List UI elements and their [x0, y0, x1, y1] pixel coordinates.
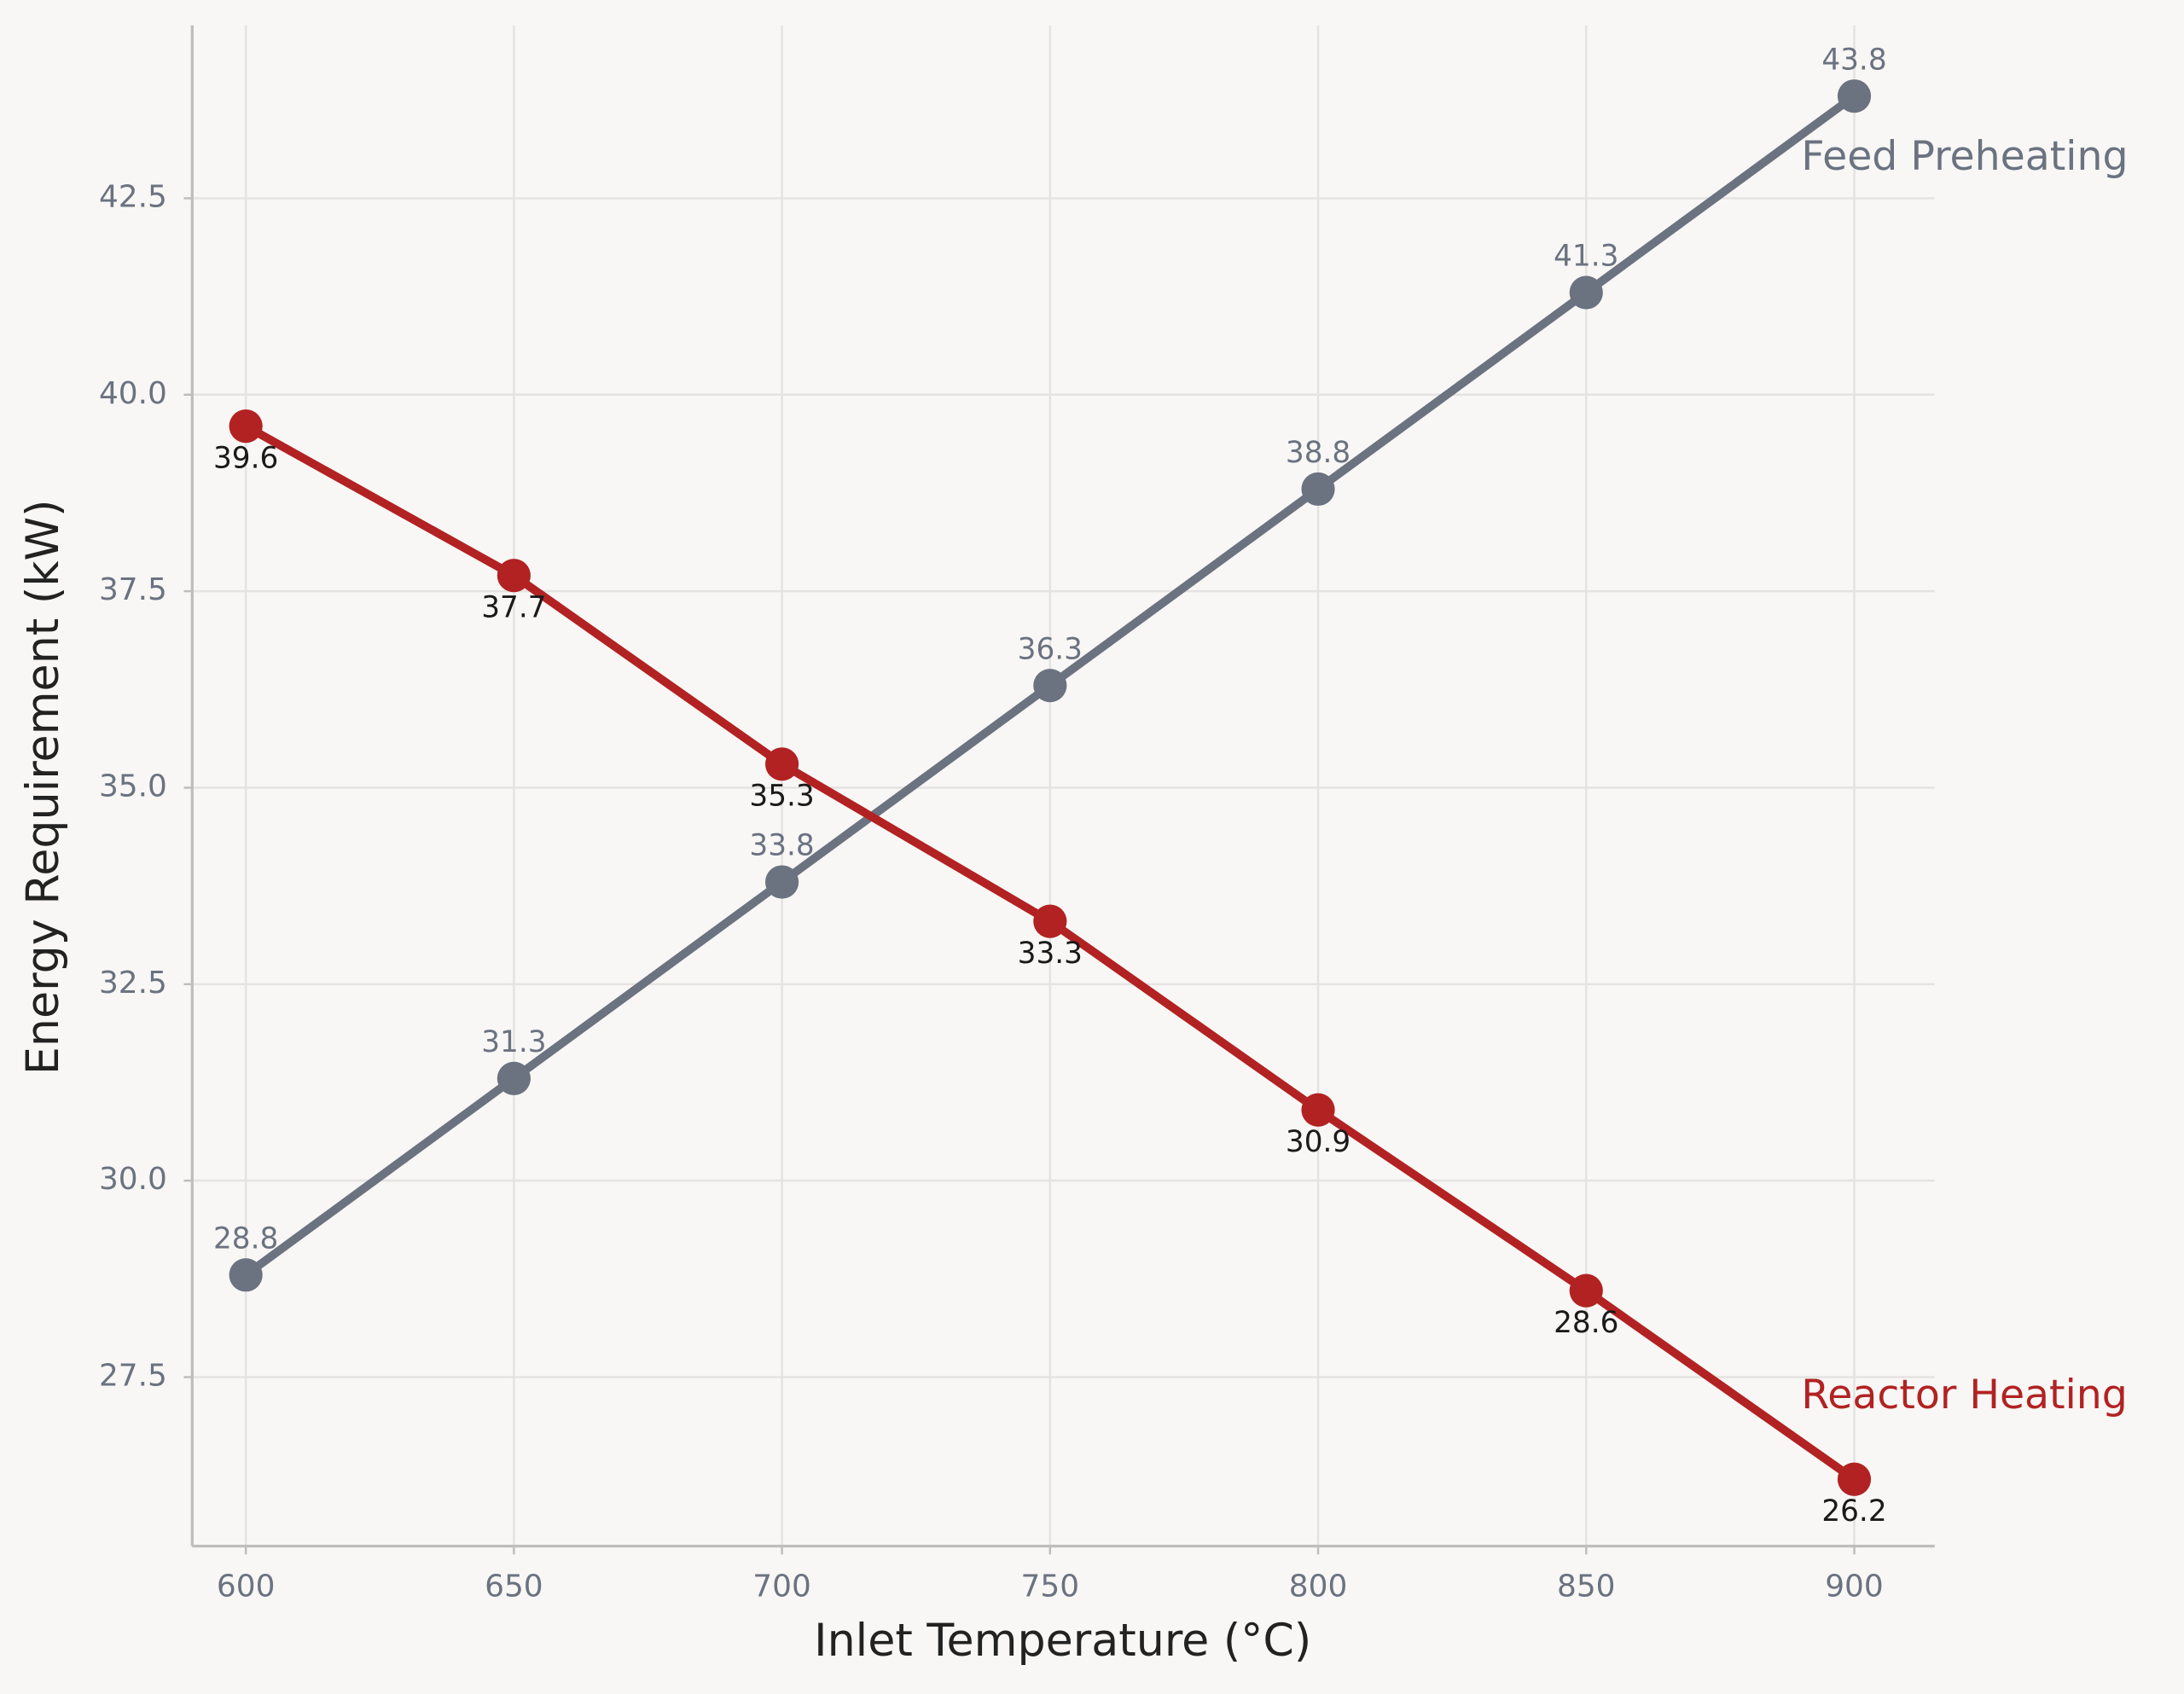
x-axis-title: Inlet Temperature (°C) — [814, 1616, 1311, 1667]
data-point — [765, 747, 799, 781]
x-tick-label: 850 — [1557, 1569, 1616, 1604]
data-label: 33.8 — [749, 829, 814, 863]
x-tick-label: 750 — [1021, 1569, 1080, 1604]
y-axis-title: Energy Requirement (kW) — [18, 499, 69, 1075]
data-point — [1569, 1273, 1603, 1308]
data-label: 33.3 — [1018, 937, 1083, 971]
data-point — [1033, 904, 1067, 938]
data-label: 31.3 — [481, 1025, 546, 1059]
data-point — [497, 1061, 531, 1095]
data-label: 36.3 — [1018, 632, 1083, 666]
data-label: 38.8 — [1286, 436, 1350, 470]
series-label: Reactor Heating — [1801, 1372, 2127, 1418]
y-tick-label: 37.5 — [99, 572, 167, 607]
data-label: 28.8 — [213, 1221, 278, 1256]
data-label: 28.6 — [1554, 1306, 1618, 1340]
y-tick-label: 32.5 — [99, 966, 167, 1001]
x-tick-label: 700 — [752, 1569, 811, 1604]
x-tick-label: 800 — [1289, 1569, 1348, 1604]
x-tick-label: 600 — [217, 1569, 276, 1604]
y-tick-label: 27.5 — [99, 1358, 167, 1393]
data-label: 37.7 — [481, 590, 546, 624]
data-label: 26.2 — [1821, 1494, 1886, 1529]
y-tick-label: 30.0 — [99, 1162, 167, 1197]
data-point — [497, 559, 531, 593]
data-point — [1301, 1093, 1335, 1127]
data-point — [765, 865, 799, 899]
x-tick-label: 900 — [1825, 1569, 1884, 1604]
data-point — [1569, 276, 1603, 310]
y-tick-label: 35.0 — [99, 769, 167, 803]
series-label: Feed Preheating — [1801, 133, 2128, 180]
data-point — [1301, 472, 1335, 506]
data-point — [1837, 1462, 1872, 1496]
data-label: 39.6 — [213, 441, 278, 475]
data-point — [1837, 79, 1872, 113]
data-label: 35.3 — [749, 780, 814, 814]
x-tick-label: 650 — [485, 1569, 543, 1604]
data-label: 41.3 — [1554, 240, 1618, 274]
data-point — [1033, 669, 1067, 703]
data-label: 30.9 — [1286, 1125, 1350, 1159]
data-point — [229, 1258, 263, 1292]
data-label: 43.8 — [1821, 43, 1886, 77]
y-tick-label: 40.0 — [99, 376, 167, 411]
data-point — [229, 409, 263, 444]
y-tick-label: 42.5 — [99, 179, 167, 214]
